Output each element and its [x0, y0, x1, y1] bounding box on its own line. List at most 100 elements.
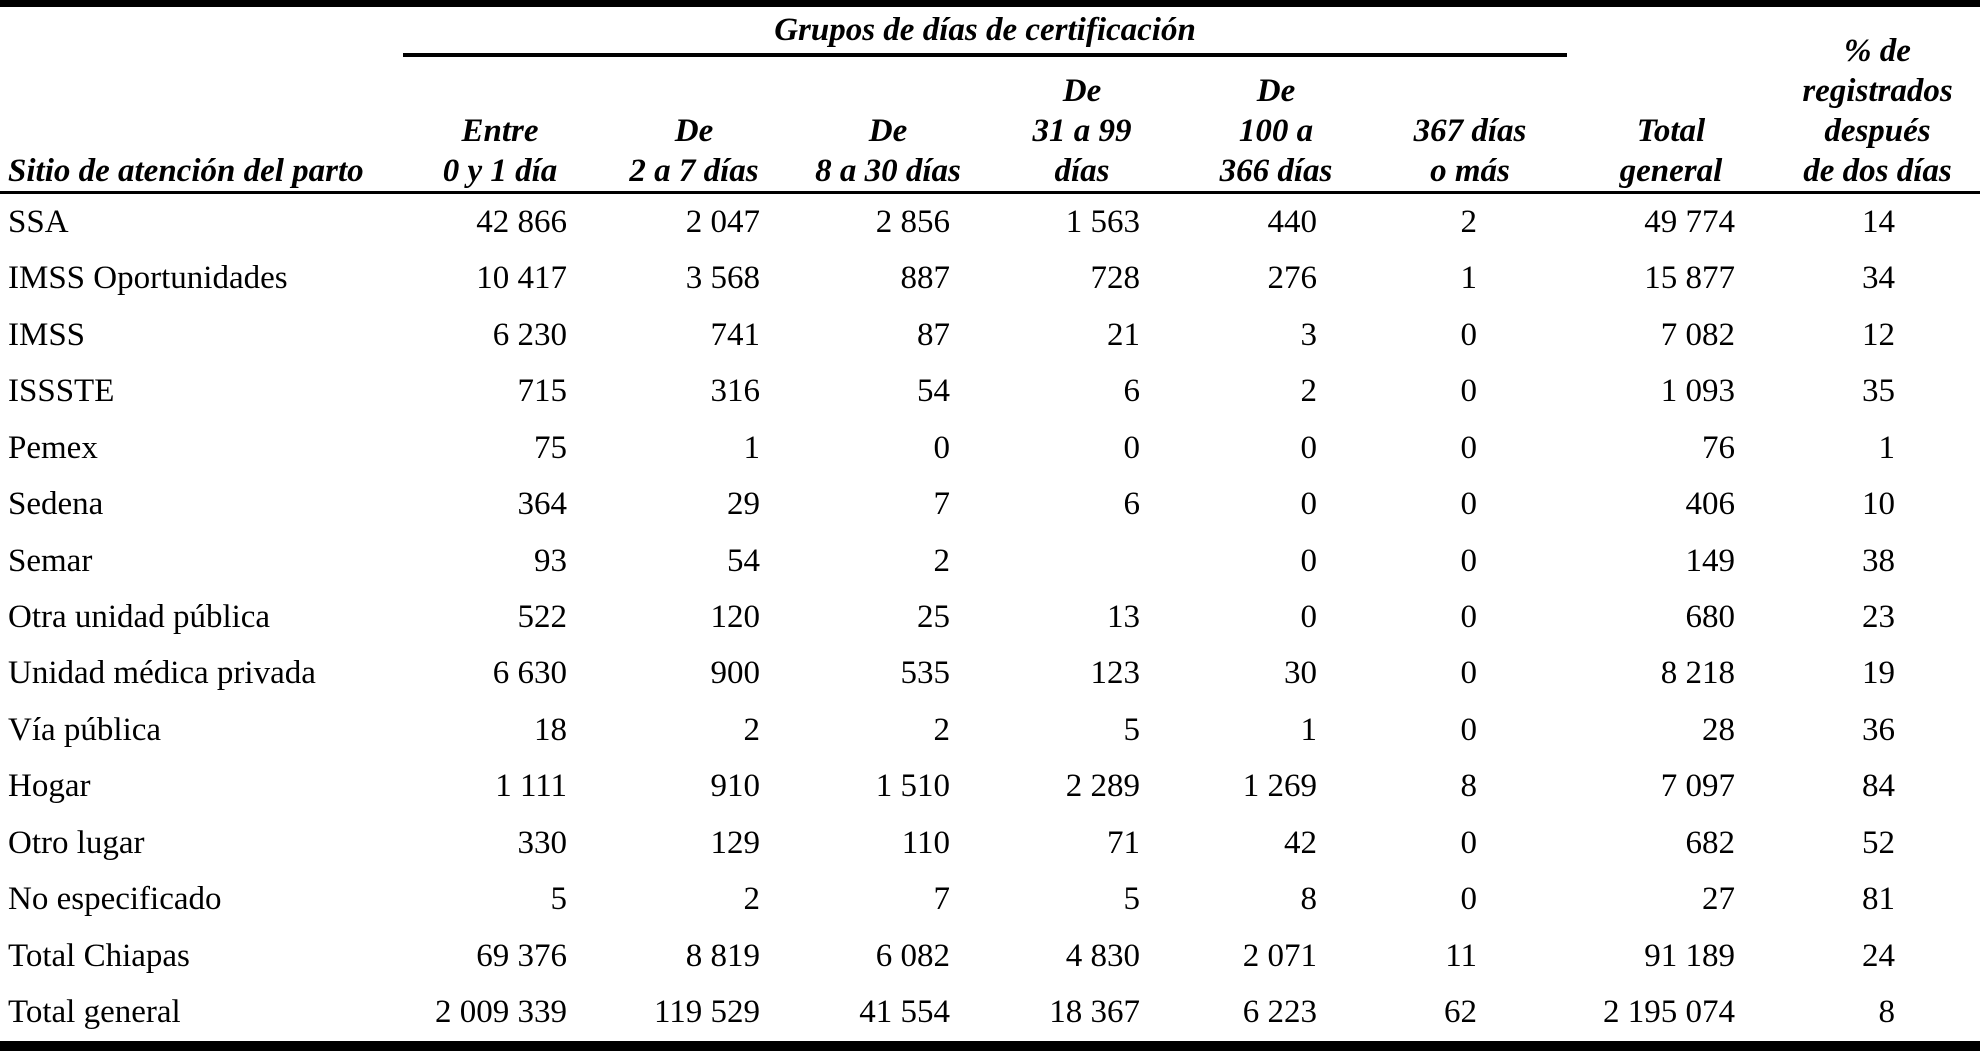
row-label: Pemex [8, 429, 98, 466]
cell: 15 877 [1644, 260, 1735, 297]
table-row: Hogar 1 111 910 1 510 2 289 1 269 8 7 097 84 [0, 759, 1980, 815]
cell: 0 [1300, 542, 1318, 579]
cell: 91 189 [1644, 937, 1735, 974]
cell: 0 [1300, 429, 1318, 466]
cell: 682 [1685, 824, 1736, 861]
cell: 75 [534, 429, 567, 466]
cell: 3 [1300, 316, 1318, 353]
row-label: No especificado [8, 881, 222, 918]
cell: 910 [710, 768, 761, 805]
cell: 6 230 [492, 316, 567, 353]
column-header-pct-registrados: % de registrados después de dos días [1802, 33, 1953, 189]
column-header-total-general: Total general [1619, 113, 1723, 189]
cell: 741 [710, 316, 761, 353]
cell: 1 [1460, 260, 1478, 297]
cell: 1 093 [1660, 373, 1735, 410]
cell: 36 [1862, 711, 1895, 748]
cell: 900 [710, 655, 761, 692]
cell: 84 [1862, 768, 1895, 805]
cell: 24 [1862, 937, 1895, 974]
cell: 76 [1702, 429, 1735, 466]
table-row: Otro lugar 330 129 110 71 42 0 682 52 [0, 815, 1980, 871]
cell: 29 [727, 486, 760, 523]
cell: 19 [1862, 655, 1895, 692]
cell: 1 [743, 429, 761, 466]
cell: 2 [1460, 203, 1478, 240]
table-header: Sitio de atención del parto Grupos de dí… [0, 7, 1980, 194]
cell: 6 630 [492, 655, 567, 692]
cell: 1 563 [1065, 203, 1140, 240]
cell: 8 819 [685, 937, 760, 974]
cell: 0 [1460, 599, 1478, 636]
cell: 49 774 [1644, 203, 1735, 240]
table-row: Pemex 75 1 0 0 0 0 76 1 [0, 420, 1980, 476]
cell: 0 [1460, 542, 1478, 579]
row-label: Unidad médica privada [8, 655, 316, 692]
row-header-cell: Sitio de atención del parto [8, 153, 364, 189]
cell: 69 376 [476, 937, 567, 974]
row-label: ISSSTE [8, 373, 115, 410]
cell: 2 009 339 [435, 994, 567, 1031]
table-bottom-rule [0, 1041, 1980, 1051]
row-label: Total general [8, 994, 181, 1031]
cell: 2 [1300, 373, 1318, 410]
cell: 11 [1445, 937, 1477, 974]
table-top-rule [0, 0, 1980, 7]
column-header-2-7-dias: De 2 a 7 días [629, 113, 759, 189]
cell: 14 [1862, 203, 1895, 240]
cell: 10 417 [476, 260, 567, 297]
table-row: IMSS Oportunidades 10 417 3 568 887 728 276 1 1… [0, 250, 1980, 306]
table-row: Total Chiapas 69 376 8 819 6 082 4 830 2 071 1… [0, 928, 1980, 984]
cell: 0 [1460, 824, 1478, 861]
cell: 18 [534, 711, 567, 748]
cell: 2 [743, 711, 761, 748]
cell: 35 [1862, 373, 1895, 410]
row-label: Otra unidad pública [8, 599, 271, 636]
cell: 149 [1685, 542, 1736, 579]
cell: 2 195 074 [1603, 994, 1735, 1031]
group-header-columns: Entre 0 y 1 día De 2 a 7 días De 8 a 30 … [403, 57, 1567, 191]
cell: 406 [1685, 486, 1736, 523]
cell: 120 [710, 599, 761, 636]
cell: 123 [1090, 655, 1141, 692]
cell: 28 [1702, 711, 1735, 748]
cell: 30 [1284, 655, 1317, 692]
cell: 276 [1267, 260, 1318, 297]
cell: 42 866 [476, 203, 567, 240]
table-row: Semar 93 54 2 0 0 149 38 [0, 533, 1980, 589]
cell: 10 [1862, 486, 1895, 523]
cell: 1 111 [495, 768, 567, 805]
row-label: Vía pública [8, 711, 162, 748]
cell: 34 [1862, 260, 1895, 297]
cell: 2 289 [1065, 768, 1140, 805]
cell: 0 [1300, 486, 1318, 523]
row-label: IMSS [8, 316, 86, 353]
cell: 0 [1460, 655, 1478, 692]
cell: 715 [517, 373, 568, 410]
cell: 42 [1284, 824, 1317, 861]
cell: 2 856 [875, 203, 950, 240]
cell: 680 [1685, 599, 1736, 636]
cell: 364 [517, 486, 568, 523]
cell: 8 [1878, 994, 1896, 1031]
group-header-title: Grupos de días de certificación [403, 7, 1567, 57]
row-label: Sedena [8, 486, 104, 523]
table-row: ISSSTE 715 316 54 6 2 0 1 093 35 [0, 363, 1980, 419]
cell: 0 [1300, 599, 1318, 636]
cell: 23 [1862, 599, 1895, 636]
cell: 87 [917, 316, 950, 353]
row-label: SSA [8, 203, 69, 240]
cell: 6 [1123, 486, 1141, 523]
column-header-100-366-dias: De 100 a 366 días [1219, 73, 1333, 189]
cell: 62 [1444, 994, 1477, 1031]
cell: 440 [1267, 203, 1318, 240]
table-row: Vía pública 18 2 2 5 1 0 28 36 [0, 702, 1980, 758]
cell: 5 [1123, 881, 1141, 918]
table-row: Otra unidad pública 522 120 25 13 0 0 680 23 [0, 589, 1980, 645]
cell: 119 529 [653, 994, 760, 1031]
column-header-367-o-mas: 367 días o más [1413, 113, 1527, 189]
cell: 535 [900, 655, 951, 692]
cell: 93 [534, 542, 567, 579]
cell: 7 [933, 881, 951, 918]
cell: 7 082 [1660, 316, 1735, 353]
